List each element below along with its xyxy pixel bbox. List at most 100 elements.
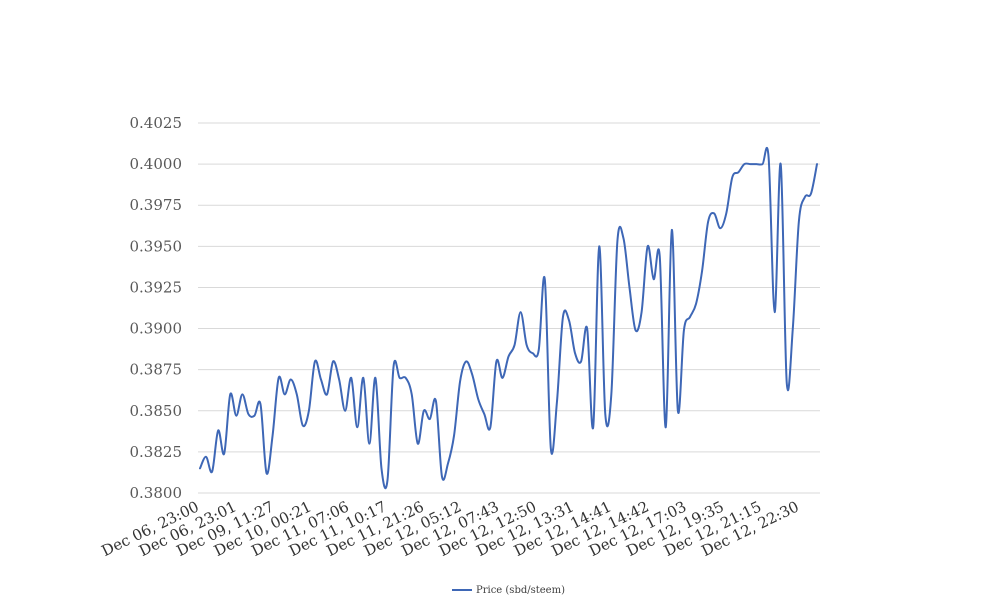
data-point[interactable] <box>451 432 457 438</box>
data-point[interactable] <box>626 284 632 290</box>
data-point[interactable] <box>245 411 251 417</box>
data-point[interactable] <box>663 424 669 430</box>
data-point[interactable] <box>796 219 802 225</box>
series-line-price[interactable] <box>199 147 818 490</box>
data-point[interactable] <box>276 375 282 381</box>
data-point[interactable] <box>639 309 645 315</box>
data-point[interactable] <box>602 411 608 417</box>
data-point[interactable] <box>705 219 711 225</box>
data-point[interactable] <box>415 441 421 447</box>
data-point[interactable] <box>645 243 651 249</box>
data-point[interactable] <box>421 408 427 414</box>
data-point[interactable] <box>227 391 233 397</box>
data-point[interactable] <box>288 377 294 383</box>
data-point[interactable] <box>808 191 814 197</box>
data-point[interactable] <box>735 169 741 175</box>
data-point[interactable] <box>711 210 717 216</box>
data-point[interactable] <box>300 423 306 429</box>
data-point[interactable] <box>306 408 312 414</box>
data-point[interactable] <box>270 432 276 438</box>
data-point[interactable] <box>760 161 766 167</box>
data-point[interactable] <box>754 161 760 167</box>
data-point[interactable] <box>681 327 687 333</box>
data-point[interactable] <box>542 276 548 282</box>
data-point[interactable] <box>209 469 215 475</box>
data-point[interactable] <box>506 354 512 360</box>
data-point[interactable] <box>536 347 542 353</box>
legend[interactable]: Price (sbd/steem) <box>452 585 565 596</box>
data-point[interactable] <box>409 391 415 397</box>
data-point[interactable] <box>723 210 729 216</box>
data-point[interactable] <box>814 161 820 167</box>
data-point[interactable] <box>717 225 723 231</box>
data-point[interactable] <box>729 174 735 180</box>
data-point[interactable] <box>330 358 336 364</box>
data-point[interactable] <box>687 314 693 320</box>
data-point[interactable] <box>203 454 209 460</box>
data-point[interactable] <box>469 372 475 378</box>
data-point[interactable] <box>493 358 499 364</box>
data-point[interactable] <box>772 309 778 315</box>
data-point[interactable] <box>475 396 481 402</box>
data-point[interactable] <box>324 391 330 397</box>
data-point[interactable] <box>620 235 626 241</box>
data-point[interactable] <box>439 474 445 480</box>
data-point[interactable] <box>427 416 433 422</box>
data-point[interactable] <box>457 378 463 384</box>
data-point[interactable] <box>221 451 227 457</box>
data-point[interactable] <box>336 377 342 383</box>
data-point[interactable] <box>318 377 324 383</box>
data-point[interactable] <box>747 161 753 167</box>
data-point[interactable] <box>282 391 288 397</box>
data-point[interactable] <box>378 465 384 471</box>
data-point[interactable] <box>784 380 790 386</box>
data-point[interactable] <box>312 358 318 364</box>
data-point[interactable] <box>608 391 614 397</box>
data-point[interactable] <box>548 446 554 452</box>
data-point[interactable] <box>512 342 518 348</box>
data-point[interactable] <box>360 375 366 381</box>
data-point[interactable] <box>372 375 378 381</box>
data-point[interactable] <box>802 194 808 200</box>
data-point[interactable] <box>778 161 784 167</box>
data-point[interactable] <box>397 375 403 381</box>
data-point[interactable] <box>578 358 584 364</box>
data-point[interactable] <box>554 400 560 406</box>
data-point[interactable] <box>385 477 391 483</box>
data-point[interactable] <box>342 408 348 414</box>
data-point[interactable] <box>675 408 681 414</box>
data-point[interactable] <box>596 243 602 249</box>
data-point[interactable] <box>766 155 772 161</box>
data-point[interactable] <box>584 326 590 332</box>
data-point[interactable] <box>560 314 566 320</box>
data-point[interactable] <box>699 268 705 274</box>
data-point[interactable] <box>669 227 675 233</box>
data-point[interactable] <box>366 441 372 447</box>
data-point[interactable] <box>463 358 469 364</box>
data-point[interactable] <box>197 465 203 471</box>
data-point[interactable] <box>251 413 257 419</box>
data-point[interactable] <box>445 460 451 466</box>
data-point[interactable] <box>391 363 397 369</box>
data-point[interactable] <box>590 424 596 430</box>
data-point[interactable] <box>433 398 439 404</box>
data-point[interactable] <box>518 309 524 315</box>
data-point[interactable] <box>530 350 536 356</box>
data-point[interactable] <box>741 161 747 167</box>
data-point[interactable] <box>633 327 639 333</box>
data-point[interactable] <box>572 350 578 356</box>
data-point[interactable] <box>294 391 300 397</box>
data-point[interactable] <box>524 342 530 348</box>
data-point[interactable] <box>566 317 572 323</box>
data-point[interactable] <box>651 276 657 282</box>
data-point[interactable] <box>693 301 699 307</box>
data-point[interactable] <box>403 375 409 381</box>
data-point[interactable] <box>215 428 221 434</box>
data-point[interactable] <box>614 238 620 244</box>
data-point[interactable] <box>257 401 263 407</box>
data-point[interactable] <box>487 424 493 430</box>
data-point[interactable] <box>657 253 663 259</box>
data-point[interactable] <box>233 413 239 419</box>
data-point[interactable] <box>264 470 270 476</box>
data-point[interactable] <box>481 411 487 417</box>
